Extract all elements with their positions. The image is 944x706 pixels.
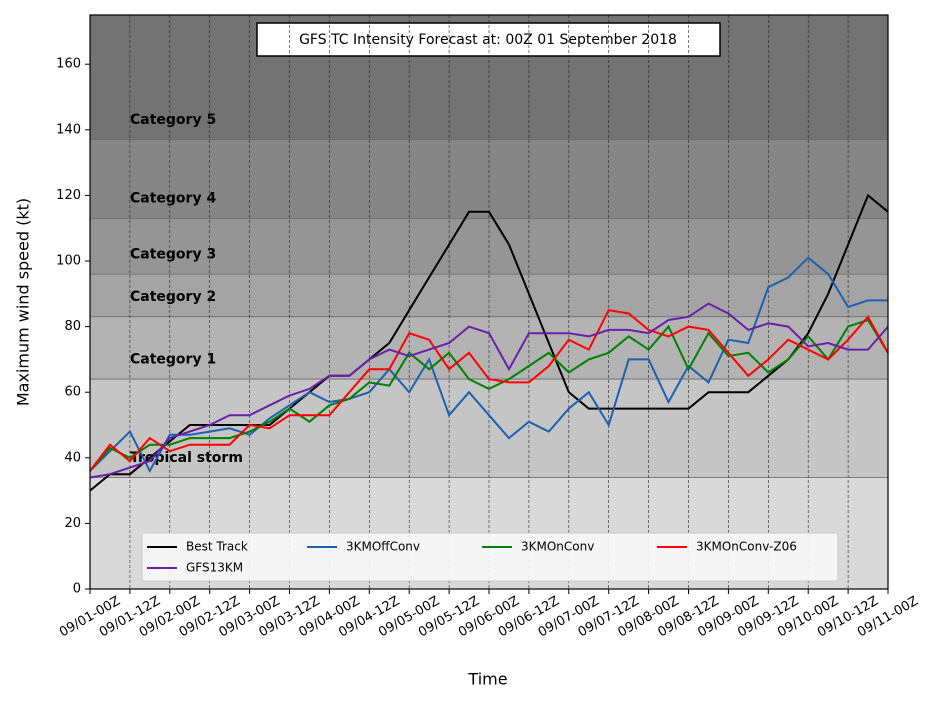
- y-tick-label: 80: [64, 319, 81, 334]
- band-label: Category 5: [130, 112, 216, 128]
- band-label: Category 4: [130, 191, 216, 207]
- x-axis-label: Time: [467, 670, 507, 689]
- y-tick-label: 20: [64, 516, 81, 531]
- y-tick-label: 60: [64, 385, 81, 400]
- series-line: [89, 309, 889, 472]
- y-tick-label: 160: [56, 57, 81, 72]
- legend-label: 3KMOnConv-Z06: [696, 540, 797, 554]
- y-tick-label: 120: [56, 188, 81, 203]
- legend-label: GFS13KM: [186, 561, 243, 575]
- y-tick-label: 140: [56, 122, 81, 137]
- legend-label: 3KMOffConv: [346, 540, 420, 554]
- band-label: Category 3: [130, 246, 216, 262]
- legend-box: [141, 532, 839, 582]
- y-tick-label: 40: [64, 450, 81, 465]
- y-axis-label: Maximum wind speed (kt): [14, 198, 33, 406]
- legend-label: Best Track: [186, 540, 248, 554]
- axes-frame: [89, 14, 889, 590]
- band-label: Category 1: [130, 351, 216, 367]
- band-label: Category 2: [130, 289, 216, 305]
- title-box: [256, 22, 721, 57]
- series-line: [89, 193, 889, 492]
- series-line: [89, 256, 888, 474]
- y-tick-label: 100: [56, 254, 81, 269]
- series-line: [89, 318, 889, 472]
- y-tick-label: 0: [73, 582, 81, 597]
- legend-label: 3KMOnConv: [521, 540, 594, 554]
- chart-title: GFS TC Intensity Forecast at: 00Z 01 Sep…: [299, 32, 677, 48]
- series-line: [89, 302, 889, 479]
